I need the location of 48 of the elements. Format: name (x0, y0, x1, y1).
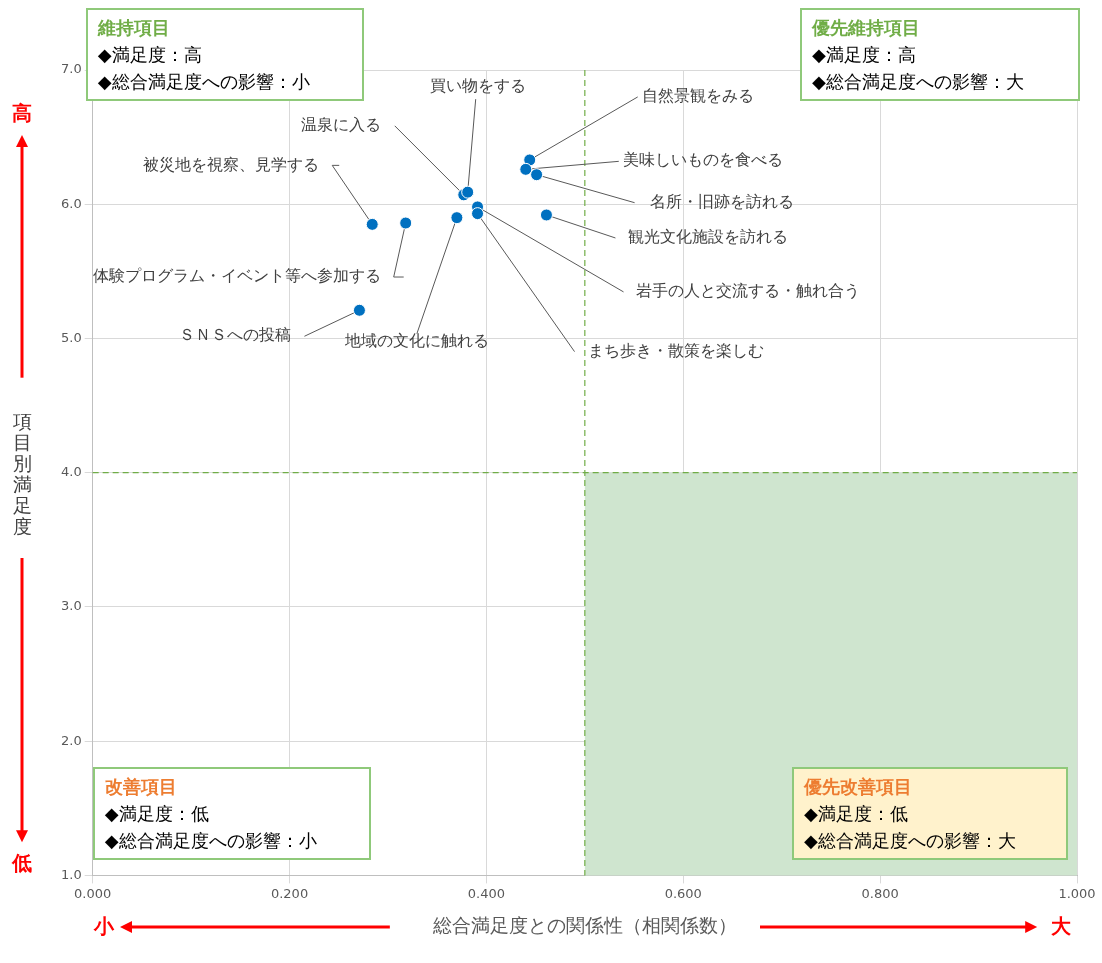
note-box: 維持項目 ◆満足度：高 ◆総合満足度への影響：小 (85, 8, 364, 101)
annotation: 地域の文化に触れる (343, 330, 489, 350)
annotation: ＳＮＳへの投稿 (179, 325, 292, 345)
y-tick-label: 5.0 (60, 329, 82, 345)
text: 小 (92, 913, 115, 941)
text: 高 (11, 100, 33, 127)
annotation: 岩手の人と交流する・触れ合う (635, 281, 860, 301)
x-tick-label: 0.000 (74, 885, 112, 901)
note-box: 改善項目 ◆満足度：低 ◆総合満足度への影響：小 (92, 767, 371, 861)
point (530, 168, 544, 182)
annotation: 観光文化施設を訪れる (628, 227, 789, 247)
y-tick-label: 1.0 (60, 866, 82, 882)
point (399, 216, 413, 230)
note-box: 優先改善項目 ◆満足度：低 ◆総合満足度への影響：大 (792, 767, 1068, 861)
annotation: 維持項目 ◆満足度：高 ◆総合満足度への影響：小 (97, 16, 311, 94)
annotation: 名所・旧跡を訪れる (649, 191, 794, 211)
x-tick-label: 0.400 (467, 885, 506, 901)
x-tick-label: 0.800 (861, 885, 899, 901)
note-box: 優先維持項目 ◆満足度：高 ◆総合満足度への影響：大 (800, 8, 1080, 101)
annotation: 美味しいものを食べる (622, 150, 783, 170)
annotation: 買い物をする (429, 76, 526, 96)
text: 低 (11, 850, 33, 877)
x-axis-title: 総合満足度との関係性（相関係数） (431, 913, 738, 939)
y-tick-label: 3.0 (60, 598, 82, 614)
point (450, 211, 464, 225)
annotation: 優先維持項目 ◆満足度：高 ◆総合満足度への影響：大 (812, 16, 1025, 94)
point (461, 185, 475, 199)
text: 大 (1050, 913, 1072, 941)
point (539, 208, 553, 222)
annotation: まち歩き・散策を楽しむ (587, 340, 764, 360)
point (471, 207, 485, 221)
x-tick-label: 0.200 (270, 885, 309, 901)
annotation: 優先改善項目 ◆満足度：低 ◆総合満足度への影響：大 (804, 775, 1017, 854)
x-tick-label: 1.000 (1058, 885, 1096, 901)
annotation: 温泉に入る (300, 114, 381, 134)
point (365, 217, 379, 231)
annotation: 自然景観をみる (641, 86, 754, 106)
y-tick-label: 4.0 (60, 464, 82, 480)
y-tick-label: 7.0 (60, 61, 82, 77)
point (352, 303, 366, 317)
y-tick-label: 6.0 (60, 195, 82, 211)
annotation: 改善項目 ◆満足度：低 ◆総合満足度への影響：小 (104, 775, 318, 854)
point (519, 162, 533, 176)
annotation: 被災地を視察、見学する (143, 154, 320, 174)
x-tick-label: 0.600 (664, 885, 702, 901)
annotation: 体験プログラム・イベント等へ参加する (92, 266, 381, 286)
y-tick-label: 2.0 (60, 732, 82, 748)
y-axis-title: 項目別満足度 (12, 409, 32, 537)
